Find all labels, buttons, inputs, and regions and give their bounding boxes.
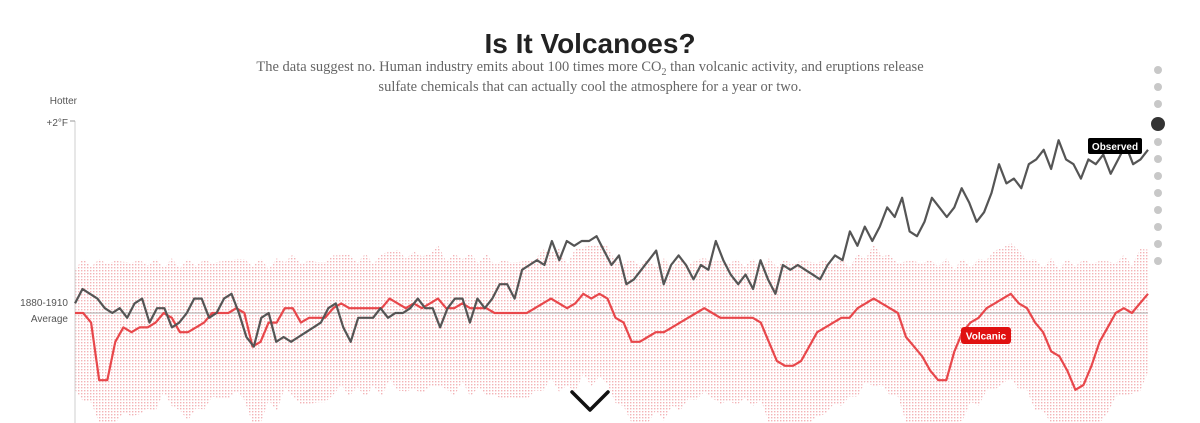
legend-volcanic: Volcanic — [961, 327, 1011, 344]
slide-dot-8[interactable] — [1154, 189, 1162, 197]
slide-dot-1[interactable] — [1154, 66, 1162, 74]
volcanic-uncertainty-band — [75, 243, 1148, 423]
slide-dot-4[interactable] — [1151, 117, 1165, 131]
subtitle-subscript: 2 — [661, 66, 667, 78]
slide-dot-11[interactable] — [1154, 240, 1162, 248]
series-line-observed — [74, 139, 1149, 348]
slide-dot-12[interactable] — [1154, 257, 1162, 265]
legend-observed-bg — [1088, 138, 1142, 154]
page-subtitle: The data suggest no. Human industry emit… — [250, 60, 930, 95]
y-axis-tick-label-top: +2°F — [46, 118, 68, 129]
slide-dot-5[interactable] — [1154, 138, 1162, 146]
slide-dot-3[interactable] — [1154, 100, 1162, 108]
slide-dot-9[interactable] — [1154, 206, 1162, 214]
slide-dot-10[interactable] — [1154, 223, 1162, 231]
slide-dot-7[interactable] — [1154, 172, 1162, 180]
slide-nav-dots — [1151, 66, 1165, 274]
legend-observed-label: Observed — [1092, 142, 1138, 153]
slide-dot-2[interactable] — [1154, 83, 1162, 91]
y-axis-baseline-label: 1880-1910 — [20, 298, 68, 309]
chevron-down-icon[interactable] — [570, 386, 610, 416]
y-axis-caption: Hotter — [50, 96, 78, 107]
legend-volcanic-bg — [961, 327, 1011, 344]
y-axis-baseline-label-2: Average — [31, 314, 69, 325]
page-title: Is It Volcanoes? — [484, 28, 696, 59]
subtitle-text-start: The data suggest no. Human industry emit… — [256, 59, 662, 75]
slide-dot-6[interactable] — [1154, 155, 1162, 163]
legend-observed: Observed — [1088, 138, 1142, 154]
subtitle-text-end: than volcanic activity, and eruptions re… — [378, 59, 924, 95]
legend-volcanic-label: Volcanic — [966, 332, 1007, 343]
